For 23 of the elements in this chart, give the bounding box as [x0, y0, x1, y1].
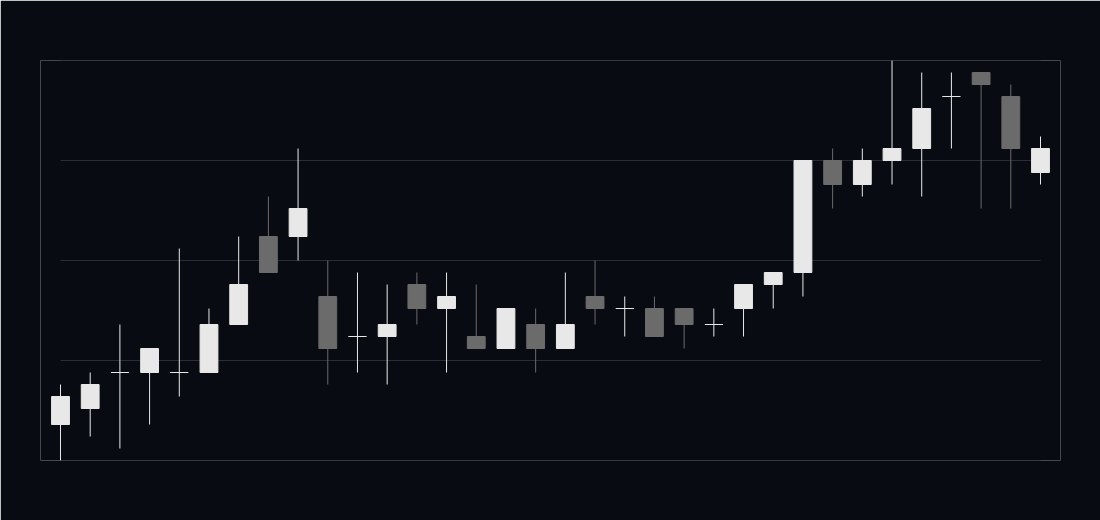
candlestick	[704, 308, 724, 337]
candlestick	[348, 272, 367, 373]
candlestick	[734, 284, 753, 337]
candlestick	[555, 272, 575, 349]
candlestick	[852, 148, 872, 197]
candlestick	[674, 308, 694, 349]
candlestick	[585, 260, 605, 325]
candlestick	[615, 296, 635, 337]
candlestick	[110, 324, 130, 449]
candlestick	[823, 148, 843, 209]
candlestick	[1031, 136, 1050, 185]
candlestick	[80, 372, 100, 437]
candlestick	[942, 72, 961, 149]
candlestick	[407, 272, 427, 325]
candlestick	[169, 248, 189, 397]
candlestick	[971, 72, 991, 209]
candlestick	[882, 60, 902, 185]
candlestick	[466, 284, 486, 349]
candlestick	[437, 272, 456, 373]
candlestick	[526, 308, 546, 373]
candlestick	[377, 284, 397, 385]
candlestick	[140, 348, 159, 425]
candlestick	[763, 272, 783, 309]
